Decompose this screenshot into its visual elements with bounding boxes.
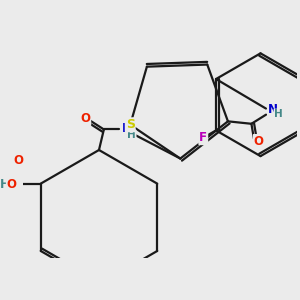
Text: O: O xyxy=(254,135,264,148)
Text: H: H xyxy=(127,130,136,140)
Text: S: S xyxy=(126,118,135,131)
Text: H: H xyxy=(274,110,283,119)
Text: N: N xyxy=(268,103,278,116)
Text: H: H xyxy=(0,178,10,191)
Text: N: N xyxy=(122,122,131,135)
Text: F: F xyxy=(199,131,207,144)
Text: O: O xyxy=(7,178,17,191)
Text: O: O xyxy=(14,154,24,167)
Text: O: O xyxy=(80,112,90,125)
